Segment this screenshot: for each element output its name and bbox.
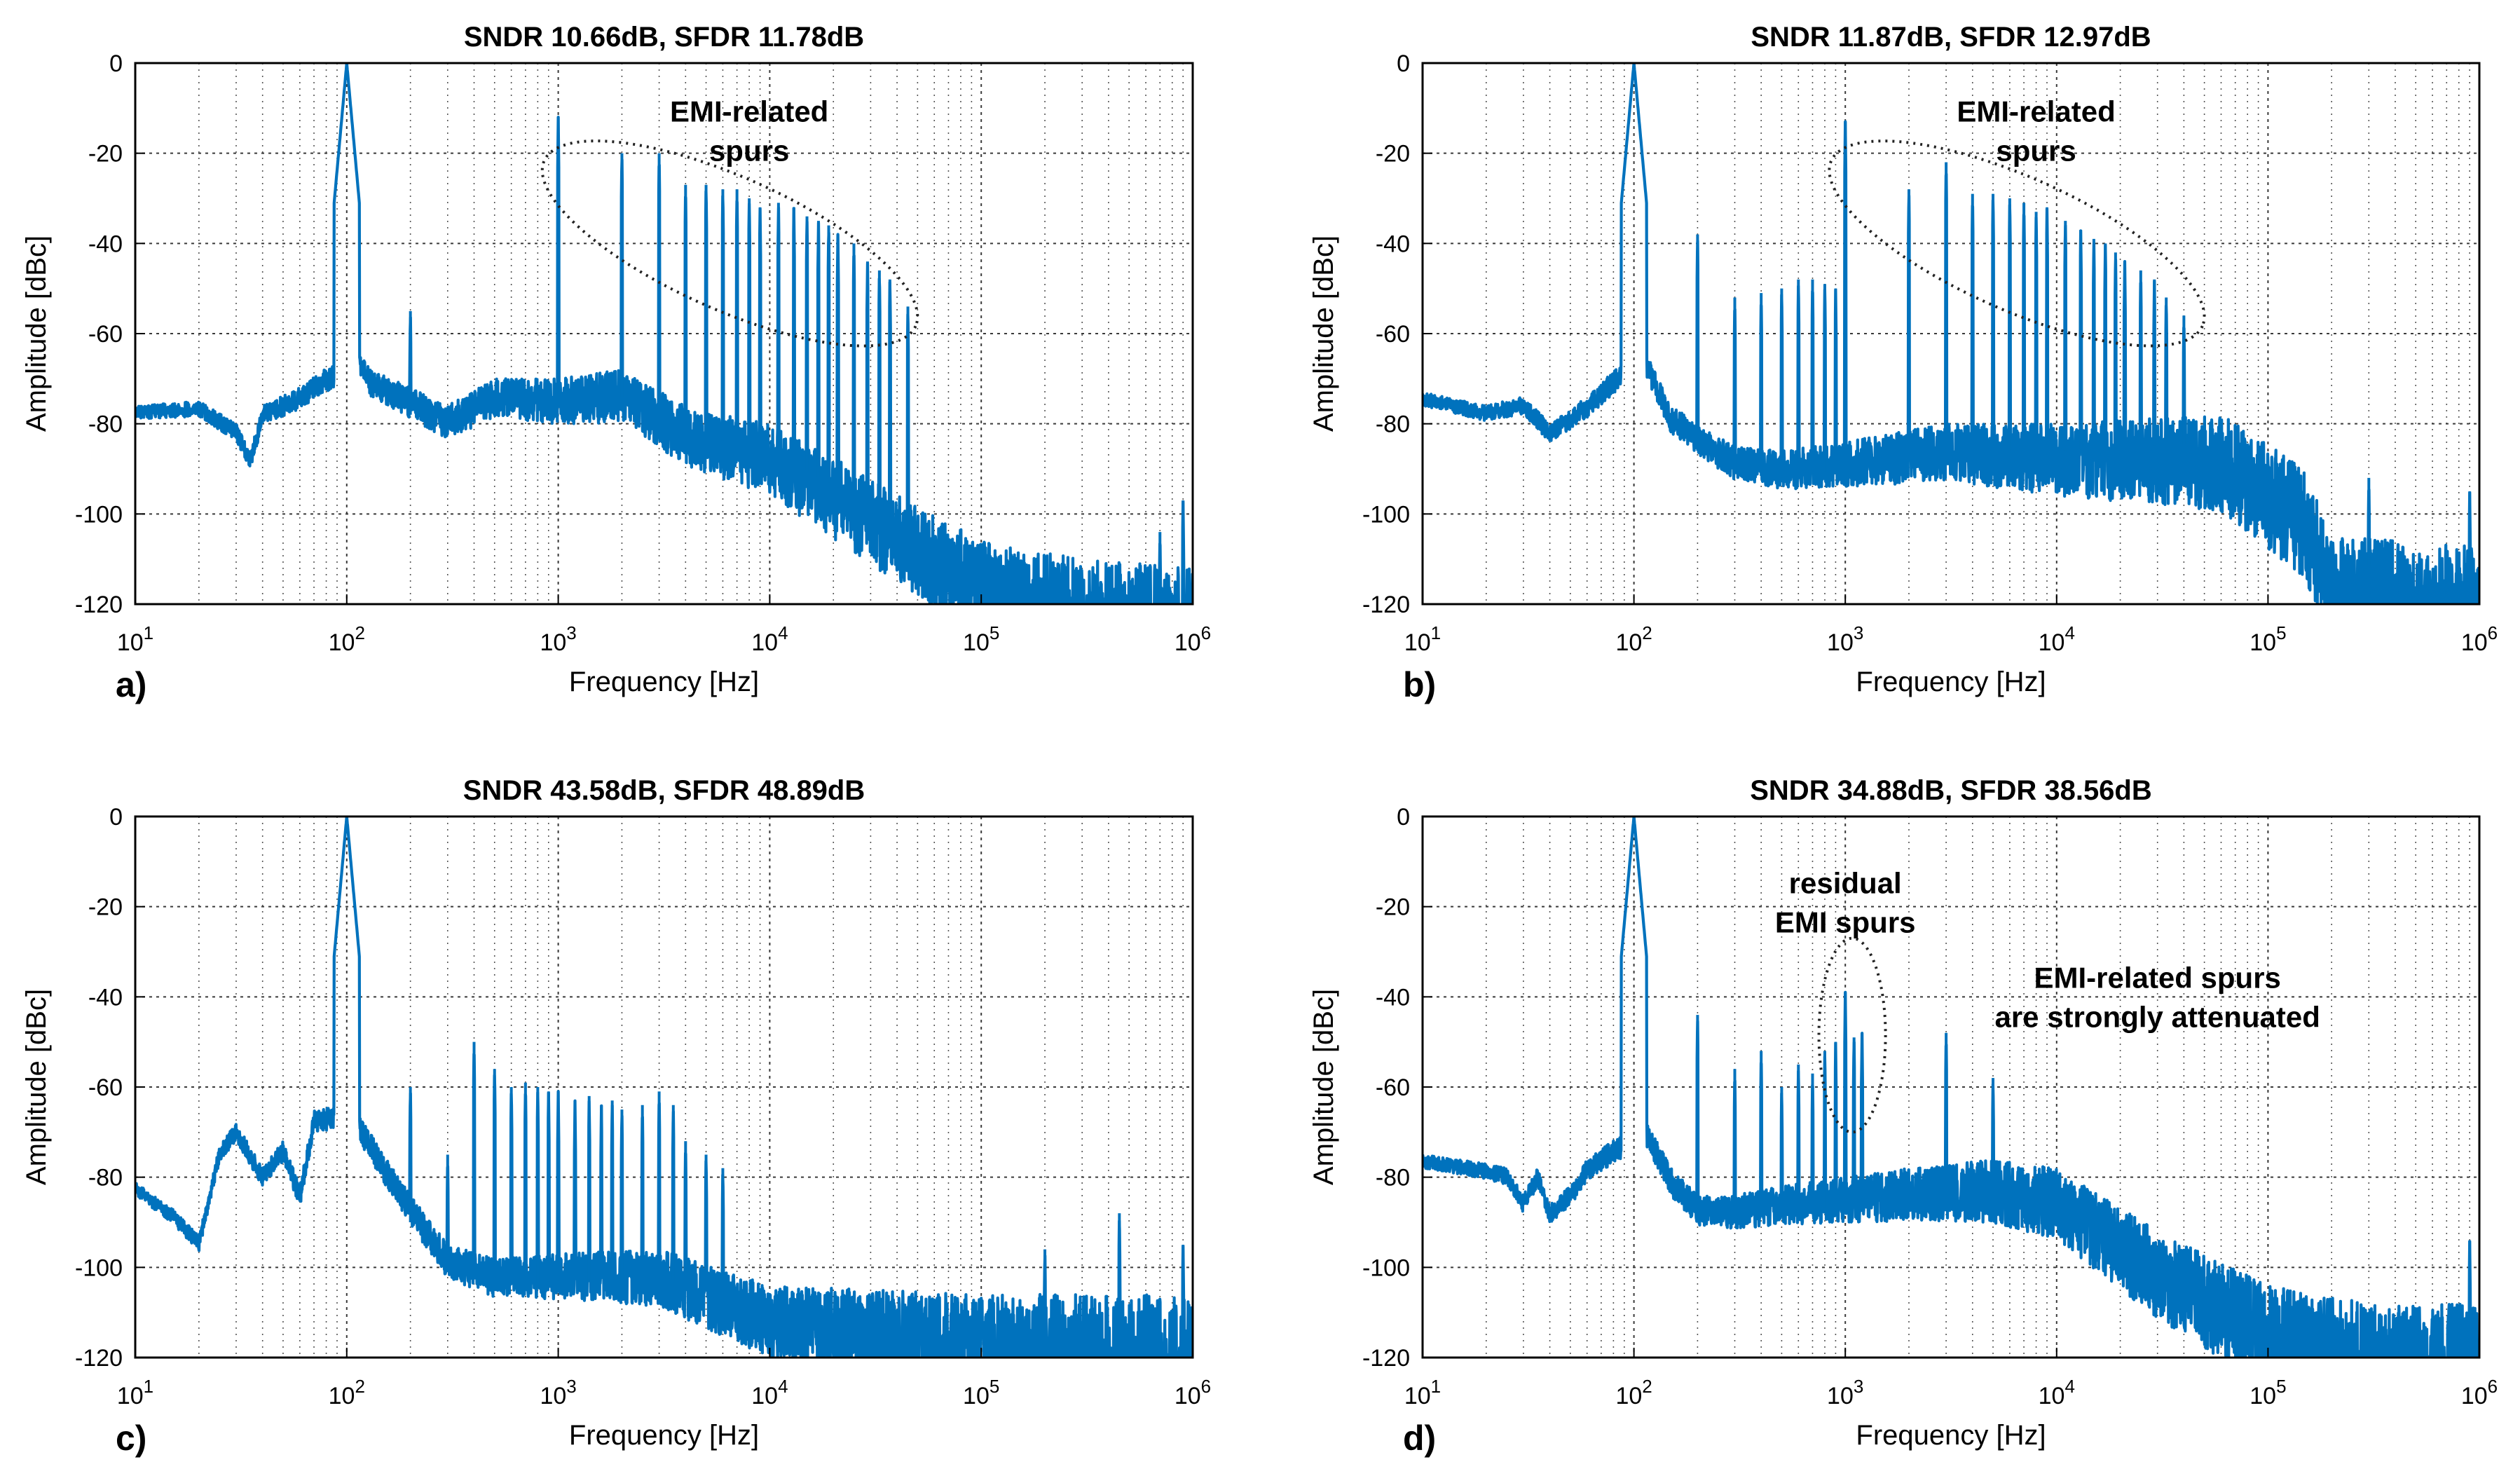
x-tick-label: 102 [329,622,365,656]
panel-label: b) [1403,665,1436,704]
x-tick-label: 105 [963,1376,999,1409]
x-tick-label: 103 [1827,1376,1863,1409]
x-tick-label: 106 [2461,622,2498,656]
y-tick-label: 0 [1397,804,1410,831]
y-tick-label: -60 [88,321,123,348]
annotation-text: spurs [709,135,789,168]
x-axis-label: Frequency [Hz] [1856,1420,2046,1451]
annotation-text: are strongly attenuated [1994,1000,2320,1033]
y-tick-label: -60 [1376,1074,1410,1101]
x-tick-label: 104 [2039,622,2075,656]
x-tick-label: 106 [2461,1376,2498,1409]
x-tick-label: 104 [751,1376,788,1409]
x-tick-label: 106 [1175,1376,1211,1409]
annotation-text: EMI-related [1957,95,2115,128]
y-tick-label: -100 [1362,501,1410,528]
y-axis-label: Amplitude [dBc] [1308,235,1339,432]
panel-label: a) [116,665,146,704]
x-tick-label: 101 [1404,1376,1441,1409]
x-tick-label: 105 [2249,1376,2286,1409]
chart-panel-d: 101 102 103 104 105 106 0 -20 -40 -60 -80 -100 -120 S… [1308,775,2498,1458]
x-tick-label: 105 [963,622,999,656]
x-tick-label: 101 [117,622,153,656]
x-tick-label: 106 [1175,622,1211,656]
y-tick-label: -100 [75,1255,123,1281]
x-axis-label: Frequency [Hz] [569,1420,759,1451]
annotation-text: residual [1789,866,1902,899]
x-tick-label: 102 [1615,1376,1652,1409]
y-tick-label: -120 [75,1345,123,1372]
annotation-ellipse [1817,936,1887,1134]
y-tick-label: -40 [1376,984,1410,1011]
y-tick-label: -100 [1362,1255,1410,1281]
y-tick-label: -40 [88,984,123,1011]
x-axis-label: Frequency [Hz] [569,667,759,697]
x-tick-label: 102 [329,1376,365,1409]
annotation-text: spurs [1996,135,2076,168]
annotation-text: EMI-related spurs [2034,961,2280,994]
y-tick-label: 0 [109,804,123,831]
spectrum-line [135,816,1193,1358]
y-tick-label: -40 [1376,231,1410,257]
y-axis-label: Amplitude [dBc] [21,235,52,432]
y-tick-label: -60 [1376,321,1410,348]
y-tick-label: -20 [1376,894,1410,921]
y-tick-label: 0 [109,50,123,77]
annotation-ellipse [1828,139,2206,348]
grid [1423,816,2479,1358]
chart-title: SNDR 43.58dB, SFDR 48.89dB [463,775,865,806]
y-tick-label: -20 [88,141,123,168]
x-tick-label: 103 [540,622,576,656]
x-tick-label: 104 [2039,1376,2075,1409]
chart-panel-b: 101 102 103 104 105 106 0 -20 -40 -60 -80 -100 -120 S… [1308,22,2498,704]
x-tick-label: 103 [540,1376,576,1409]
x-tick-label: 102 [1615,622,1652,656]
spectrum-line [1423,63,2479,604]
annotation-ellipse [540,139,919,348]
panel-label: d) [1403,1419,1436,1458]
spectrum-line [1423,816,2479,1358]
y-tick-label: -40 [88,231,123,257]
y-tick-label: -80 [88,411,123,438]
y-tick-label: -120 [75,592,123,618]
y-tick-label: -60 [88,1074,123,1101]
x-tick-label: 104 [751,622,788,656]
y-tick-label: -120 [1362,592,1410,618]
chart-panel-c: 101 102 103 104 105 106 0 -20 -40 -60 -80 -100 -120 S… [21,775,1211,1458]
x-tick-label: 101 [1404,622,1441,656]
y-tick-label: -20 [88,894,123,921]
annotation-text: EMI-related [670,95,828,128]
chart-panel-a: 101 102 103 104 105 106 0 -20 -40 -60 -80 -100 -120 S… [21,22,1211,704]
panel-label: c) [116,1419,146,1458]
y-axis-label: Amplitude [dBc] [1308,989,1339,1185]
y-tick-label: -100 [75,501,123,528]
y-tick-label: -80 [1376,1165,1410,1191]
x-tick-label: 103 [1827,622,1863,656]
y-axis-label: Amplitude [dBc] [21,989,52,1185]
y-tick-label: -120 [1362,1345,1410,1372]
x-tick-label: 105 [2249,622,2286,656]
y-tick-label: -80 [1376,411,1410,438]
x-tick-label: 101 [117,1376,153,1409]
chart-title: SNDR 11.87dB, SFDR 12.97dB [1751,22,2151,53]
y-tick-label: 0 [1397,50,1410,77]
x-axis-label: Frequency [Hz] [1856,667,2046,697]
annotation-text: EMI spurs [1775,905,1916,938]
y-tick-label: -80 [88,1165,123,1191]
spectrum-line [135,63,1193,604]
chart-title: SNDR 34.88dB, SFDR 38.56dB [1750,775,2152,806]
chart-title: SNDR 10.66dB, SFDR 11.78dB [464,22,864,53]
y-tick-label: -20 [1376,141,1410,168]
grid [135,63,1193,604]
